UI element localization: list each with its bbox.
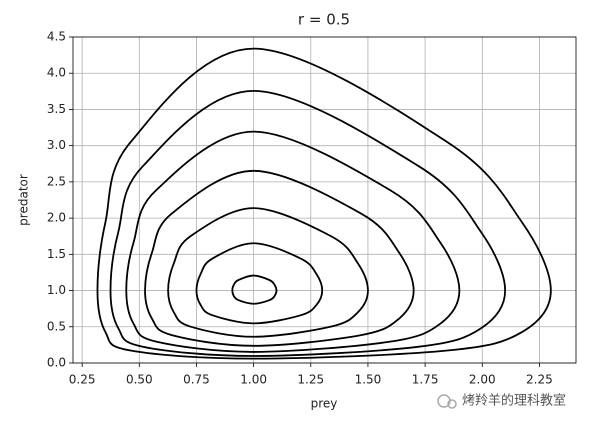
- x-tick-label: 2.25: [526, 373, 553, 387]
- orbit-line: [96, 47, 552, 360]
- x-tick-label: 1.00: [240, 373, 267, 387]
- orbit-line: [231, 274, 278, 305]
- y-tick-label: 2.0: [47, 211, 66, 225]
- watermark-icon: [437, 394, 457, 409]
- y-tick-label: 4.0: [47, 66, 66, 80]
- y-tick-label: 1.5: [47, 247, 66, 261]
- y-tick-label: 3.0: [47, 138, 66, 152]
- plot-area: [73, 37, 576, 363]
- x-tick-label: 1.25: [297, 373, 324, 387]
- x-tick-label: 1.50: [355, 373, 382, 387]
- orbit-line: [195, 242, 324, 325]
- x-tick-label: 0.50: [126, 373, 153, 387]
- orbit-line: [109, 89, 507, 357]
- y-tick-label: 0.0: [47, 356, 66, 370]
- y-axis-label: predator: [17, 174, 31, 226]
- orbit-line: [167, 207, 369, 338]
- x-axis-label: prey: [311, 397, 338, 411]
- y-tick-label: 0.5: [47, 319, 66, 333]
- plot-frame: [72, 36, 577, 364]
- y-tick-label: 2.5: [47, 174, 66, 188]
- orbit-line: [144, 169, 415, 347]
- watermark: 烤羚羊的理科教室: [462, 393, 566, 409]
- chart-title: r = 0.5: [298, 11, 350, 29]
- x-tick-label: 0.25: [69, 373, 96, 387]
- x-tick-label: 1.75: [412, 373, 439, 387]
- y-tick-label: 3.5: [47, 102, 66, 116]
- x-tick-label: 0.75: [183, 373, 210, 387]
- y-tick-label: 1.0: [47, 283, 66, 297]
- x-tick-label: 2.00: [469, 373, 496, 387]
- orbit-line: [125, 130, 461, 353]
- y-tick-label: 4.5: [47, 30, 66, 44]
